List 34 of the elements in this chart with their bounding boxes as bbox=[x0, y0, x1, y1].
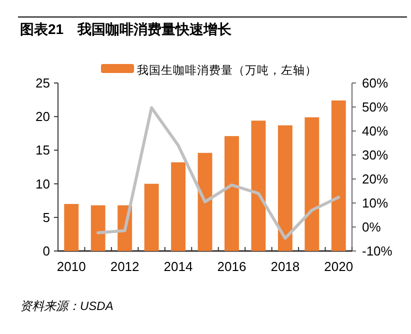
y2-tick-label: -10% bbox=[362, 244, 393, 258]
x-tick-label: 2014 bbox=[164, 259, 193, 274]
y-tick-label: 0 bbox=[42, 244, 50, 258]
legend-label: 我国生咖啡消费量（万吨，左轴） bbox=[137, 64, 317, 77]
y2-tick-label: 10% bbox=[362, 196, 388, 210]
y-tick-label: 20 bbox=[36, 109, 50, 124]
x-tick-label: 2016 bbox=[217, 259, 246, 274]
chart-title: 图表21 我国咖啡消费量快速增长 bbox=[20, 21, 233, 37]
bar bbox=[90, 205, 106, 251]
bar bbox=[198, 152, 212, 251]
y2-tick-label: 50% bbox=[362, 100, 388, 114]
y2-tick-label: 60% bbox=[362, 76, 388, 90]
bar bbox=[171, 162, 186, 251]
bar bbox=[144, 184, 159, 251]
bar bbox=[224, 136, 239, 251]
bar bbox=[304, 117, 320, 251]
y-tick-label: 10 bbox=[36, 176, 50, 192]
y2-tick-label: 20% bbox=[362, 172, 388, 186]
y-tick-label: 15 bbox=[36, 142, 50, 158]
y2-tick-label: 30% bbox=[362, 148, 388, 162]
text: 资料来源：USDA bbox=[20, 299, 114, 313]
y2-tick-label: 40% bbox=[362, 124, 388, 138]
y-tick-label: 25 bbox=[36, 76, 50, 90]
y2-tick-label: 0% bbox=[362, 220, 382, 234]
bar bbox=[251, 120, 266, 251]
line-series bbox=[96, 106, 340, 240]
y-tick-label: 5 bbox=[42, 210, 50, 225]
bar bbox=[64, 204, 79, 251]
bar bbox=[331, 100, 346, 251]
x-tick-label: 2010 bbox=[56, 259, 86, 274]
bar bbox=[278, 125, 292, 251]
x-tick-label: 2012 bbox=[110, 259, 140, 274]
x-tick-label: 2018 bbox=[270, 259, 300, 274]
x-tick-label: 2020 bbox=[324, 259, 354, 274]
